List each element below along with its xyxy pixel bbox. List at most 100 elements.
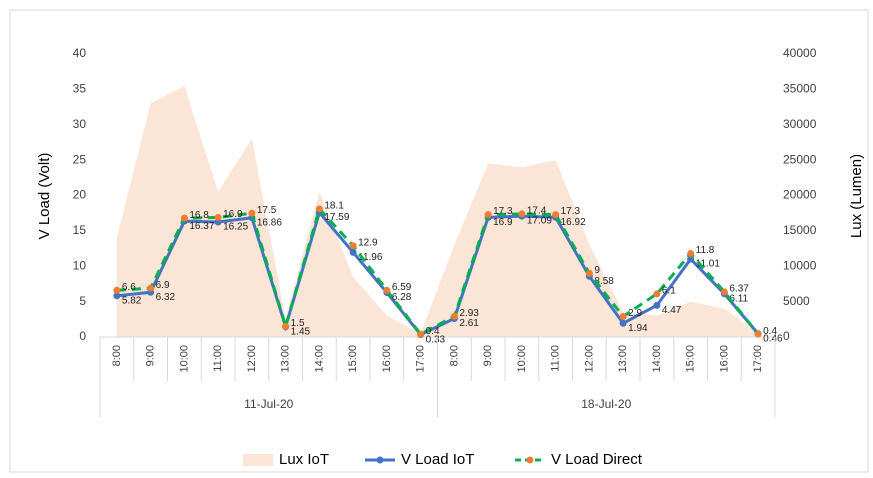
data-label: 0.33 xyxy=(426,334,446,345)
x-tick-label: 16:00 xyxy=(381,345,393,373)
data-label: 1.5 xyxy=(291,318,305,329)
y2-tick-label: 25000 xyxy=(783,152,817,166)
marker xyxy=(383,286,391,294)
y2-tick-label: 5000 xyxy=(783,294,810,308)
x-tick-label: 15:00 xyxy=(685,345,697,373)
marker xyxy=(585,269,593,277)
marker xyxy=(484,211,492,219)
y2-tick-label: 20000 xyxy=(783,188,817,202)
marker xyxy=(113,286,121,294)
x-tick-label: 10:00 xyxy=(178,345,190,373)
data-label: 17.59 xyxy=(324,212,349,223)
data-label: 11.01 xyxy=(696,259,721,270)
y-tick-label: 15 xyxy=(73,223,87,237)
marker xyxy=(113,292,121,300)
data-label: 17.3 xyxy=(561,206,581,217)
series-line xyxy=(116,205,760,337)
marker xyxy=(518,210,526,218)
data-label: 0.4 xyxy=(763,326,777,337)
data-label: 12.9 xyxy=(358,237,378,248)
y2-tick-label: 0 xyxy=(783,329,790,343)
data-label: 0.46 xyxy=(763,333,783,344)
data-label: 16.37 xyxy=(189,221,214,232)
marker xyxy=(450,312,458,320)
lux-area xyxy=(116,85,759,338)
y2-tick-label: 35000 xyxy=(783,82,817,96)
marker xyxy=(349,242,357,250)
x-tick-label: 11:00 xyxy=(550,345,562,372)
data-label: 17.09 xyxy=(527,216,552,227)
x-tick-label: 12:00 xyxy=(583,345,595,373)
x-tick-label: 9:00 xyxy=(482,345,494,366)
marker xyxy=(619,312,627,320)
x-tick-label: 12:00 xyxy=(246,345,258,373)
data-label: 6.1 xyxy=(662,285,676,296)
y-tick-label: 5 xyxy=(79,294,86,308)
y2-tick-label: 15000 xyxy=(783,223,817,237)
marker xyxy=(248,209,256,217)
y2-tick-label: 10000 xyxy=(783,258,817,272)
group-label: 18-Jul-20 xyxy=(581,397,631,411)
y-tick-label: 25 xyxy=(73,152,87,166)
marker xyxy=(653,301,661,309)
data-label: 0.4 xyxy=(426,326,440,337)
data-label: 2.9 xyxy=(628,308,642,319)
data-label: 2.93 xyxy=(459,308,479,319)
data-label: 17.5 xyxy=(257,205,277,216)
y-tick-label: 35 xyxy=(73,82,87,96)
data-label: 8.58 xyxy=(594,276,614,287)
x-tick-label: 9:00 xyxy=(145,345,157,366)
data-label: 6.59 xyxy=(392,282,412,293)
data-label: 16.8 xyxy=(189,210,209,221)
marker xyxy=(315,205,323,213)
data-label: 6.32 xyxy=(156,292,176,303)
data-label: 6.11 xyxy=(729,293,748,304)
legend-marker xyxy=(376,456,384,464)
data-label: 11.8 xyxy=(696,245,715,256)
marker xyxy=(720,288,728,296)
x-tick-label: 14:00 xyxy=(651,345,663,373)
data-label: 1.45 xyxy=(291,326,311,337)
data-label: 1.94 xyxy=(628,323,648,334)
x-tick-label: 11:00 xyxy=(212,345,224,372)
data-label: 16.9 xyxy=(223,209,243,220)
data-label: 6.6 xyxy=(122,282,136,293)
y2-tick-label: 30000 xyxy=(783,117,817,131)
marker xyxy=(180,214,188,222)
marker xyxy=(653,290,661,298)
y-tick-label: 40 xyxy=(73,46,87,60)
data-label: 16.92 xyxy=(561,217,586,228)
x-tick-label: 13:00 xyxy=(280,345,292,373)
legend-marker xyxy=(526,456,534,464)
marker xyxy=(214,213,222,221)
x-tick-label: 17:00 xyxy=(752,345,764,373)
x-tick-label: 14:00 xyxy=(313,345,325,373)
marker xyxy=(417,330,425,338)
data-label: 17.4 xyxy=(527,206,547,217)
y2-tick-label: 40000 xyxy=(783,46,817,60)
x-tick-label: 16:00 xyxy=(718,345,730,373)
y-tick-label: 30 xyxy=(73,117,87,131)
marker xyxy=(754,330,762,338)
marker xyxy=(619,319,627,327)
y-tick-label: 20 xyxy=(73,188,87,202)
legend-swatch xyxy=(243,454,273,466)
group-label: 11-Jul-20 xyxy=(244,397,293,411)
series-line xyxy=(116,209,760,337)
legend-label: Lux IoT xyxy=(279,451,329,468)
legend-label: V Load Direct xyxy=(551,451,643,468)
data-label: 6.37 xyxy=(729,284,749,295)
x-tick-label: 8:00 xyxy=(111,345,123,366)
y-tick-label: 0 xyxy=(79,329,86,343)
chart-border xyxy=(9,9,869,473)
marker xyxy=(282,322,290,330)
data-label: 4.47 xyxy=(662,305,682,316)
marker xyxy=(147,284,155,292)
data-label: 18.1 xyxy=(324,201,344,212)
data-label: 2.61 xyxy=(459,318,479,329)
data-label: 9 xyxy=(594,265,600,276)
marker xyxy=(687,250,695,258)
marker xyxy=(552,211,560,219)
data-label: 16.25 xyxy=(223,222,248,233)
